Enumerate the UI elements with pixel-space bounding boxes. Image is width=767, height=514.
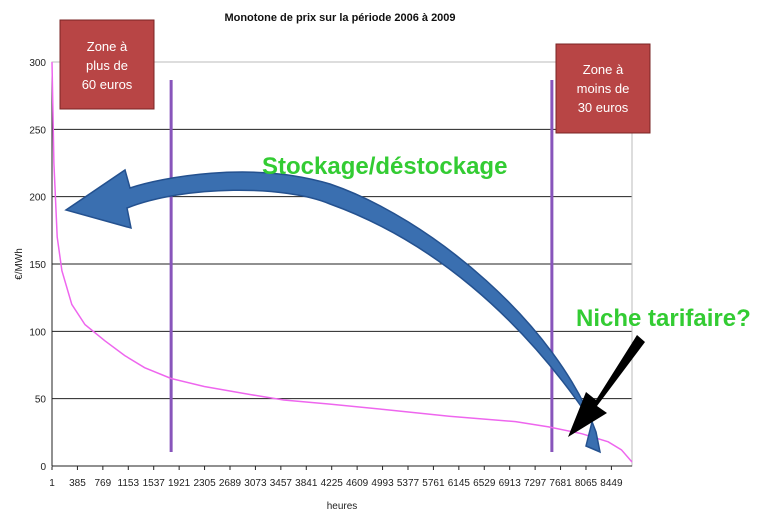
- x-tick-label: 2689: [219, 478, 242, 489]
- y-tick-labels: 0 50 100 150 200 250 300: [29, 58, 46, 473]
- x-tick-label: 4225: [321, 478, 344, 489]
- zone-high-line-3: 60 euros: [82, 77, 133, 92]
- storage-arrow: [64, 168, 602, 454]
- y-tick-label: 150: [29, 260, 46, 271]
- zone-high-line-1: Zone à: [87, 39, 128, 54]
- storage-label: Stockage/déstockage: [262, 153, 507, 180]
- price-curve: [51, 61, 633, 463]
- x-tick-label: 1153: [118, 478, 140, 489]
- x-tick-label: 1: [49, 478, 55, 489]
- y-tick-label: 50: [35, 395, 47, 406]
- x-tick-labels: 1 385 769 1153 1537 1921 2305 2689 3073 3457 3841 4…: [49, 466, 623, 489]
- x-tick-label: 7297: [524, 478, 547, 489]
- zone-low-line-2: moins de: [577, 81, 630, 96]
- x-tick-label: 769: [95, 478, 112, 489]
- x-tick-label: 1921: [168, 478, 191, 489]
- niche-arrow: [568, 335, 645, 437]
- zone-high-box: Zone à plus de 60 euros: [59, 19, 155, 110]
- x-tick-label: 5761: [422, 478, 445, 489]
- zone-low-line-3: 30 euros: [578, 100, 629, 115]
- y-tick-label: 200: [29, 193, 46, 204]
- y-tick-label: 300: [29, 58, 46, 69]
- y-tick-label: 250: [29, 125, 46, 136]
- zone-low-line-1: Zone à: [583, 62, 624, 77]
- x-tick-label: 6913: [499, 478, 522, 489]
- x-tick-label: 6529: [473, 478, 496, 489]
- x-tick-label: 7681: [549, 478, 572, 489]
- threshold-lines: [169, 80, 554, 452]
- x-tick-label: 4609: [346, 478, 369, 489]
- x-tick-label: 5377: [397, 478, 420, 489]
- x-tick-label: 1537: [143, 478, 166, 489]
- y-tick-label: 100: [29, 327, 46, 338]
- chart-title: Monotone de prix sur la période 2006 à 2…: [224, 12, 455, 24]
- x-tick-label: 385: [69, 478, 86, 489]
- x-tick-label: 8065: [575, 478, 598, 489]
- x-tick-label: 3841: [295, 478, 318, 489]
- x-tick-label: 3073: [244, 478, 267, 489]
- x-tick-label: 2305: [193, 478, 216, 489]
- y-tick-label: 0: [40, 462, 46, 473]
- x-tick-label: 3457: [270, 478, 293, 489]
- y-axis-label: €/MWh: [14, 248, 25, 280]
- x-tick-label: 8449: [600, 478, 623, 489]
- niche-label: Niche tarifaire?: [576, 305, 751, 332]
- x-tick-label: 6145: [448, 478, 471, 489]
- x-tick-label: 4993: [371, 478, 394, 489]
- zone-high-line-2: plus de: [86, 58, 128, 73]
- x-axis-label: heures: [327, 501, 358, 512]
- zone-low-box: Zone à moins de 30 euros: [555, 43, 651, 134]
